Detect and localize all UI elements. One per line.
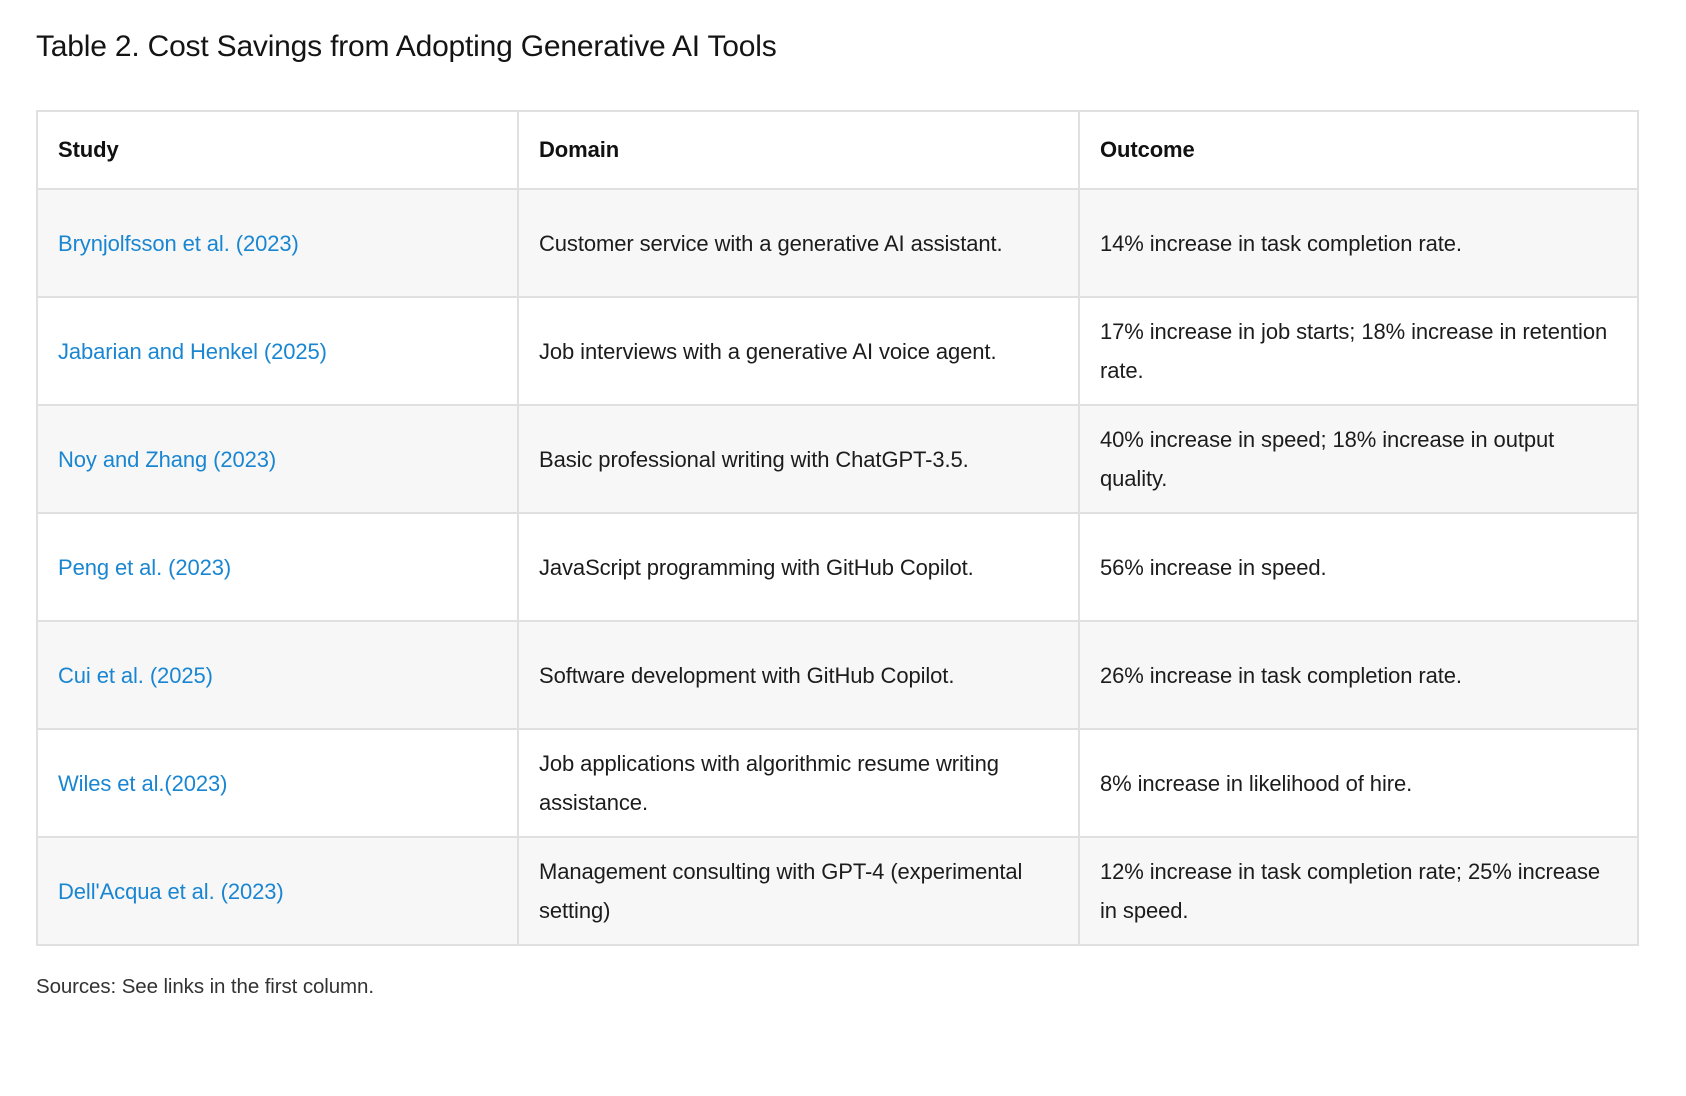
study-link[interactable]: Wiles et al.(2023) [58, 770, 228, 796]
table-row: Brynjolfsson et al. (2023) Customer serv… [36, 188, 1639, 298]
domain-cell: Software development with GitHub Copilot… [517, 620, 1080, 730]
table-row: Peng et al. (2023) JavaScript programmin… [36, 512, 1639, 622]
article-table-section: Table 2. Cost Savings from Adopting Gene… [36, 30, 1639, 998]
cost-savings-table: Study Domain Outcome Brynjolfsson et al.… [36, 110, 1639, 946]
table-row: Jabarian and Henkel (2025) Job interview… [36, 296, 1639, 406]
outcome-cell: 14% increase in task completion rate. [1078, 188, 1639, 298]
table-title: Table 2. Cost Savings from Adopting Gene… [36, 30, 777, 63]
domain-cell: Management consulting with GPT-4 (experi… [517, 836, 1080, 946]
outcome-cell: 12% increase in task completion rate; 25… [1078, 836, 1639, 946]
study-link[interactable]: Brynjolfsson et al. (2023) [58, 230, 299, 256]
study-cell: Peng et al. (2023) [36, 512, 519, 622]
sources-note: Sources: See links in the first column. [36, 975, 374, 998]
study-cell: Cui et al. (2025) [36, 620, 519, 730]
study-link[interactable]: Noy and Zhang (2023) [58, 446, 277, 472]
study-link[interactable]: Dell'Acqua et al. (2023) [58, 878, 284, 904]
column-header-outcome: Outcome [1078, 110, 1639, 190]
table-header-row: Study Domain Outcome [36, 110, 1639, 190]
study-link[interactable]: Peng et al. (2023) [58, 554, 232, 580]
study-cell: Noy and Zhang (2023) [36, 404, 519, 514]
domain-cell: JavaScript programming with GitHub Copil… [517, 512, 1080, 622]
column-header-study: Study [36, 110, 519, 190]
outcome-cell: 56% increase in speed. [1078, 512, 1639, 622]
table-row: Wiles et al.(2023) Job applications with… [36, 728, 1639, 838]
column-header-domain: Domain [517, 110, 1080, 190]
domain-cell: Job interviews with a generative AI voic… [517, 296, 1080, 406]
study-link[interactable]: Cui et al. (2025) [58, 662, 213, 688]
outcome-cell: 26% increase in task completion rate. [1078, 620, 1639, 730]
outcome-cell: 17% increase in job starts; 18% increase… [1078, 296, 1639, 406]
table-row: Cui et al. (2025) Software development w… [36, 620, 1639, 730]
outcome-cell: 40% increase in speed; 18% increase in o… [1078, 404, 1639, 514]
study-link[interactable]: Jabarian and Henkel (2025) [58, 338, 327, 364]
domain-cell: Basic professional writing with ChatGPT-… [517, 404, 1080, 514]
outcome-cell: 8% increase in likelihood of hire. [1078, 728, 1639, 838]
study-cell: Brynjolfsson et al. (2023) [36, 188, 519, 298]
table-row: Noy and Zhang (2023) Basic professional … [36, 404, 1639, 514]
study-cell: Wiles et al.(2023) [36, 728, 519, 838]
study-cell: Dell'Acqua et al. (2023) [36, 836, 519, 946]
domain-cell: Customer service with a generative AI as… [517, 188, 1080, 298]
table-row: Dell'Acqua et al. (2023) Management cons… [36, 836, 1639, 946]
domain-cell: Job applications with algorithmic resume… [517, 728, 1080, 838]
study-cell: Jabarian and Henkel (2025) [36, 296, 519, 406]
